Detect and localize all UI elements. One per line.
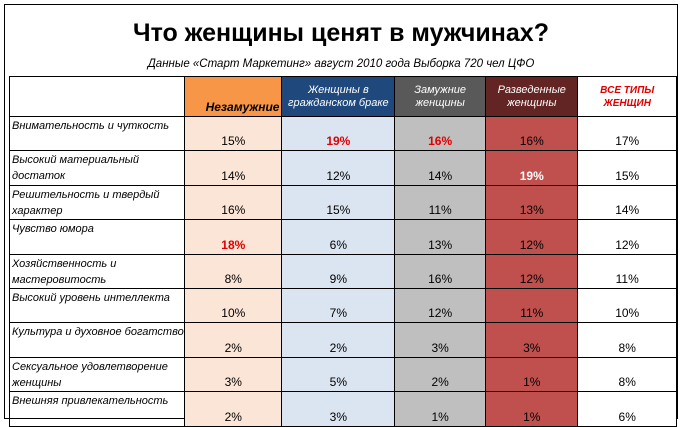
table-row: Культура и духовное богатство 2% 2% 3% 3% 8% <box>8 322 677 358</box>
value-cell: 16% <box>485 115 579 152</box>
value-cell: 8% <box>577 322 677 358</box>
value-cell: 16% <box>394 115 487 152</box>
value-cell: 11% <box>394 184 487 221</box>
value-cell: 3% <box>485 322 579 358</box>
row-label: Хозяйственность и мастеровитость <box>8 253 186 289</box>
row-label: Внимательность и чуткость <box>8 115 186 152</box>
chart-frame: Что женщины ценят в мужчинах? Данные «Ст… <box>4 4 678 427</box>
row-label: Высокий уровень интеллекта <box>8 287 186 324</box>
value-cell: 1% <box>394 391 487 427</box>
row-label: Чувство юмора <box>8 219 186 255</box>
column-header: Женщины в гражданском браке <box>281 76 396 117</box>
value-cell: 12% <box>394 287 487 324</box>
value-cell: 14% <box>394 150 487 186</box>
value-cell: 2% <box>281 322 396 358</box>
value-cell: 15% <box>577 150 677 186</box>
value-cell: 6% <box>577 391 677 427</box>
value-cell: 1% <box>485 356 579 393</box>
table-row: Хозяйственность и мастеровитость 8% 9% 16% 1… <box>8 253 677 289</box>
value-cell: 10% <box>184 287 283 324</box>
value-cell: 13% <box>485 184 579 221</box>
value-cell: 3% <box>281 391 396 427</box>
value-cell: 17% <box>577 115 677 152</box>
table-row: Сексуальное удовлетворение женщины 3% 5% 2%… <box>8 356 677 393</box>
value-cell: 19% <box>485 150 579 186</box>
row-label: Внешняя привлекательность <box>8 391 186 427</box>
table-row: Внешняя привлекательность 2% 3% 1% 1% 6% <box>8 391 677 427</box>
value-cell: 1% <box>485 391 579 427</box>
value-cell: 11% <box>577 253 677 289</box>
value-cell: 12% <box>485 219 579 255</box>
row-label: Культура и духовное богатство <box>8 322 186 358</box>
value-cell: 11% <box>485 287 579 324</box>
value-cell: 13% <box>394 219 487 255</box>
value-cell: 8% <box>577 356 677 393</box>
row-label: Решительность и твердый характер <box>8 184 186 221</box>
table-row: Внимательность и чуткость 15% 19% 16% 16% 17% <box>8 115 677 152</box>
value-cell: 2% <box>184 391 283 427</box>
chart-subtitle: Данные «Старт Маркетинг» август 2010 год… <box>147 58 535 70</box>
value-cell: 8% <box>184 253 283 289</box>
table-row: Решительность и твердый характер 16% 15% 11… <box>8 184 677 221</box>
data-table: Незамужние Женщины в гражданском браке З… <box>8 76 677 427</box>
value-cell: 15% <box>184 115 283 152</box>
value-cell: 7% <box>281 287 396 324</box>
value-cell: 15% <box>281 184 396 221</box>
value-cell: 9% <box>281 253 396 289</box>
table-row: Высокий уровень интеллекта 10% 7% 12% 11% 10% <box>8 287 677 324</box>
value-cell: 18% <box>184 219 283 255</box>
value-cell: 19% <box>281 115 396 152</box>
column-header: Замужние женщины <box>394 76 487 117</box>
header-row: Незамужние Женщины в гражданском браке З… <box>8 76 677 117</box>
value-cell: 2% <box>394 356 487 393</box>
value-cell: 12% <box>281 150 396 186</box>
value-cell: 12% <box>577 219 677 255</box>
row-label: Сексуальное удовлетворение женщины <box>8 356 186 393</box>
value-cell: 6% <box>281 219 396 255</box>
value-cell: 5% <box>281 356 396 393</box>
value-cell: 3% <box>184 356 283 393</box>
value-cell: 16% <box>394 253 487 289</box>
chart-title: Что женщины ценят в мужчинах? <box>133 19 549 47</box>
column-header: Разведенные женщины <box>485 76 579 117</box>
corner-cell <box>8 76 186 117</box>
table-row: Чувство юмора 18% 6% 13% 12% 12% <box>8 219 677 255</box>
value-cell: 16% <box>184 184 283 221</box>
value-cell: 14% <box>184 150 283 186</box>
table-body: Внимательность и чуткость 15% 19% 16% 16% 17%… <box>8 115 677 427</box>
column-header: Незамужние <box>184 76 283 117</box>
value-cell: 12% <box>485 253 579 289</box>
value-cell: 3% <box>394 322 487 358</box>
value-cell: 14% <box>577 184 677 221</box>
column-header: ВСЕ ТИПЫ ЖЕНЩИН <box>577 76 677 117</box>
row-label: Высокий материальный достаток <box>8 150 186 186</box>
table-row: Высокий материальный достаток 14% 12% 14% 19… <box>8 150 677 186</box>
value-cell: 10% <box>577 287 677 324</box>
value-cell: 2% <box>184 322 283 358</box>
